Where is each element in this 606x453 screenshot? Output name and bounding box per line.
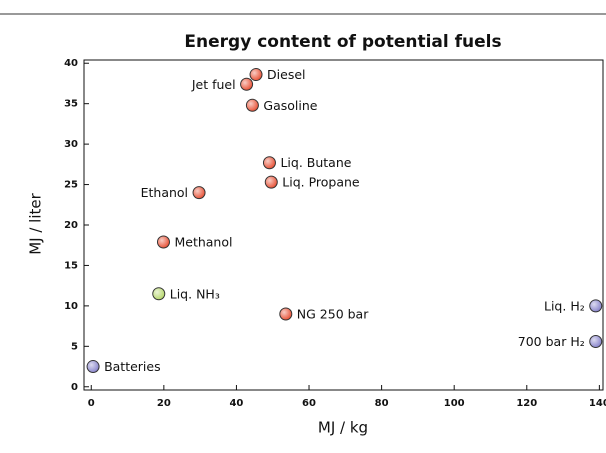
y-tick-label: 5 bbox=[71, 341, 78, 352]
y-axis-label: MJ / liter bbox=[27, 192, 45, 254]
x-tick-label: 140 bbox=[589, 398, 606, 409]
point-shine bbox=[590, 335, 602, 347]
x-tick-label: 100 bbox=[444, 398, 465, 409]
chart-title: Energy content of potential fuels bbox=[184, 32, 501, 52]
point-label: Batteries bbox=[104, 359, 161, 374]
y-tick-label: 25 bbox=[64, 180, 78, 191]
y-tick-label: 0 bbox=[71, 382, 78, 393]
point-label: 700 bar H₂ bbox=[518, 334, 585, 349]
point-shine bbox=[590, 300, 602, 312]
y-tick-label: 15 bbox=[64, 260, 78, 271]
x-tick-label: 60 bbox=[302, 398, 316, 409]
point-shine bbox=[280, 308, 292, 320]
y-tick-label: 40 bbox=[64, 58, 78, 69]
point-shine bbox=[157, 236, 169, 248]
point-shine bbox=[250, 69, 262, 81]
point-shine bbox=[265, 176, 277, 188]
point-label: Jet fuel bbox=[191, 77, 236, 92]
point-label: Diesel bbox=[267, 67, 305, 82]
point-shine bbox=[87, 361, 99, 373]
point-label: Liq. Propane bbox=[282, 175, 360, 190]
y-tick-label: 30 bbox=[64, 139, 78, 150]
x-tick-label: 0 bbox=[88, 398, 95, 409]
x-axis-label: MJ / kg bbox=[318, 419, 368, 437]
point-shine bbox=[263, 157, 275, 169]
point-label: NG 250 bar bbox=[297, 306, 369, 321]
point-label: Ethanol bbox=[141, 185, 188, 200]
point-label: Liq. H₂ bbox=[544, 298, 585, 313]
x-tick-label: 80 bbox=[375, 398, 389, 409]
point-label: Gasoline bbox=[263, 98, 317, 113]
x-tick-label: 20 bbox=[157, 398, 171, 409]
y-tick-label: 20 bbox=[64, 220, 78, 231]
y-tick-label: 35 bbox=[64, 99, 78, 110]
point-shine bbox=[246, 99, 258, 111]
point-shine bbox=[153, 288, 165, 300]
point-label: Methanol bbox=[174, 234, 232, 249]
point-label: Liq. NH₃ bbox=[170, 286, 220, 301]
point-label: Liq. Butane bbox=[280, 155, 351, 170]
point-shine bbox=[193, 187, 205, 199]
point-shine bbox=[241, 78, 253, 90]
x-tick-label: 120 bbox=[516, 398, 537, 409]
y-tick-label: 10 bbox=[64, 301, 78, 312]
x-tick-label: 40 bbox=[229, 398, 243, 409]
